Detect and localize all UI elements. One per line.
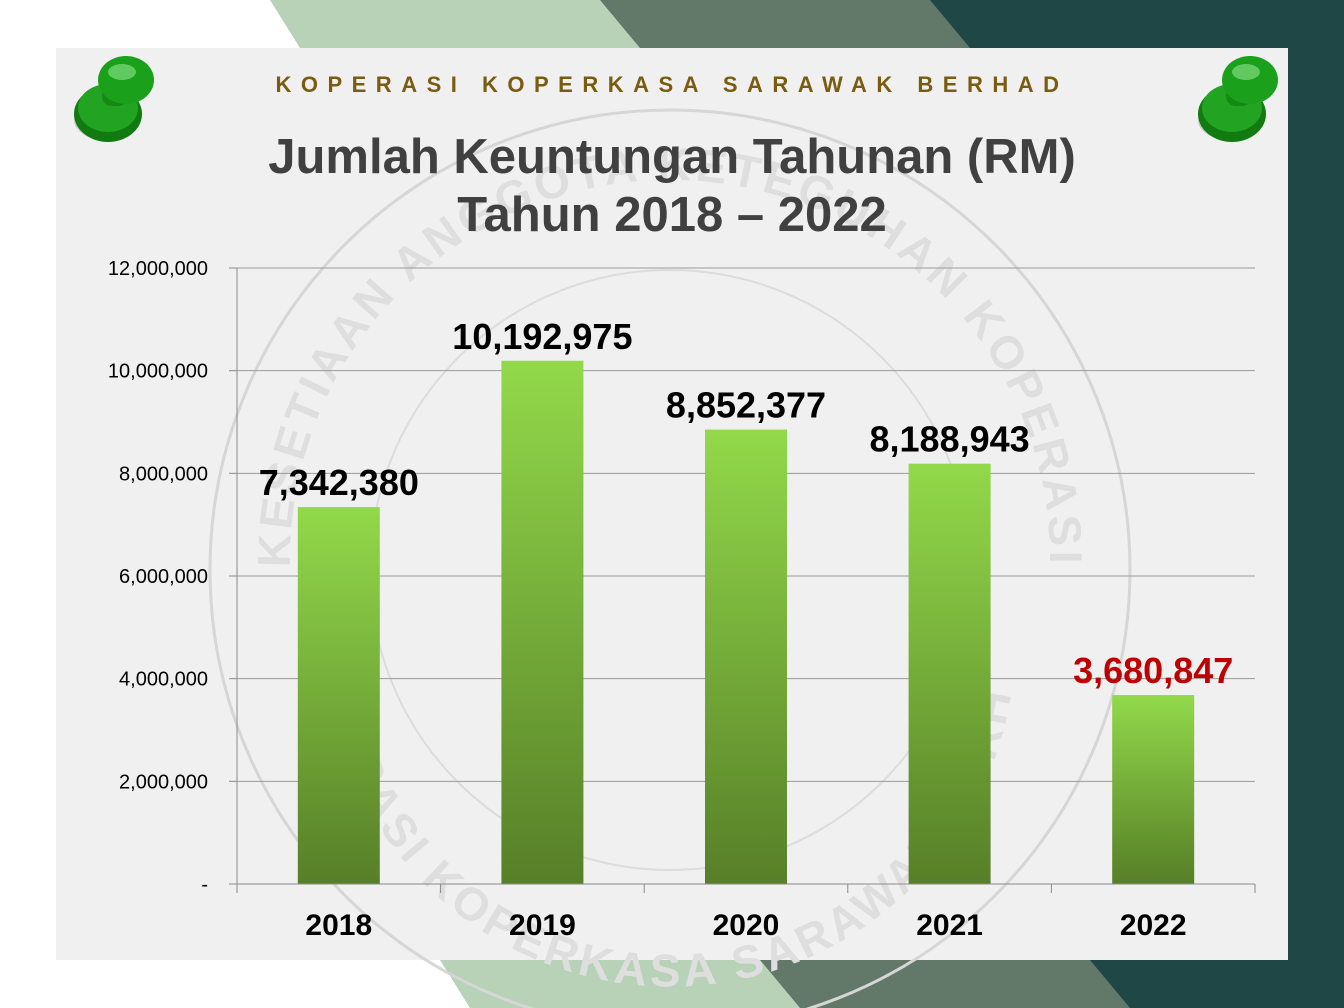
bar-2020 xyxy=(705,429,787,884)
seal-outer-ring xyxy=(208,108,1132,1008)
y-tick-label: 12,000,000 xyxy=(108,258,208,280)
data-label-2020: 8,852,377 xyxy=(666,385,826,426)
y-tick-label: 2,000,000 xyxy=(119,771,208,793)
y-tick-label: 10,000,000 xyxy=(108,361,208,383)
data-label-2022: 3,680,847 xyxy=(1073,650,1233,691)
bar-2019 xyxy=(501,360,584,884)
top-band-mid xyxy=(600,0,980,48)
data-labels: 7,342,380 10,192,975 8,852,377 8,188,943 3,6… xyxy=(259,316,1234,691)
y-axis-tick-labels: - 2,000,000 4,000,000 6,000,000 8,000,000 10,… xyxy=(108,258,208,896)
data-label-2019: 10,192,975 xyxy=(452,316,632,357)
x-tick-label: 2021 xyxy=(916,909,983,942)
data-label-2018: 7,342,380 xyxy=(259,462,419,503)
x-tick-label: 2020 xyxy=(713,909,780,942)
x-tick-label: 2019 xyxy=(509,909,576,942)
axes xyxy=(229,267,1256,893)
top-band-light xyxy=(270,0,660,48)
bar-2021 xyxy=(908,463,991,884)
y-tick-label: 8,000,000 xyxy=(119,463,208,485)
chart-subtitle: Tahun 2018 – 2022 xyxy=(457,188,887,242)
organization-name: KOPERASI KOPERKASA SARAWAK BERHAD xyxy=(275,72,1069,97)
bar-2022 xyxy=(1112,695,1195,884)
bars xyxy=(297,360,1195,884)
left-pushpin-icon xyxy=(74,56,154,142)
right-band-dark xyxy=(1288,0,1344,1008)
bottom-band-light xyxy=(440,960,800,1008)
data-label-2021: 8,188,943 xyxy=(870,419,1030,460)
x-tick-label: 2022 xyxy=(1120,909,1187,942)
chart-title-block: Jumlah Keuntungan Tahunan (RM) Tahun 201… xyxy=(0,128,1344,244)
x-tick-label: 2018 xyxy=(305,909,372,942)
y-tick-label: - xyxy=(201,874,208,896)
x-axis-tick-labels: 2018 2019 2020 2021 2022 xyxy=(305,909,1186,942)
y-tick-label: 4,000,000 xyxy=(119,669,208,691)
right-pushpin-icon xyxy=(1198,56,1278,142)
slide-card xyxy=(56,48,1288,960)
top-band-dark xyxy=(930,0,1344,48)
bar-2018 xyxy=(297,507,380,884)
y-tick-label: 6,000,000 xyxy=(119,566,208,588)
bottom-band-dark xyxy=(1090,960,1344,1008)
chart-title: Jumlah Keuntungan Tahunan (RM) xyxy=(268,130,1076,184)
bottom-band-mid xyxy=(760,960,1140,1008)
